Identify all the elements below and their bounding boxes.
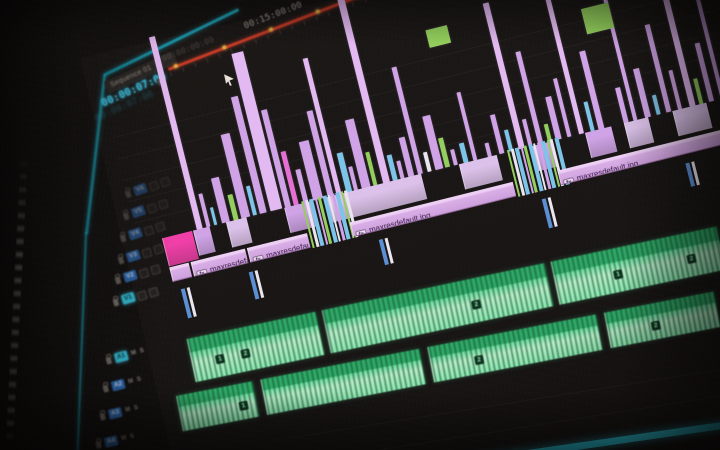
track-header-a4[interactable]: A4 M S [95,432,136,450]
track-solo-button[interactable]: S [136,376,142,384]
audio-clip-badge: 2 [686,253,697,265]
track-header-a2[interactable]: A2 M S [102,374,143,395]
track-sync-lock-icon[interactable] [157,198,169,210]
track-sync-lock-icon[interactable] [147,286,159,298]
track-lock-icon[interactable] [102,384,109,393]
track-solo-button[interactable]: S [139,347,145,355]
track-mute-button[interactable]: M [130,349,138,357]
track-select-badge[interactable]: V2 [122,269,139,283]
track-lock-icon[interactable] [119,234,127,243]
track-mute-button[interactable]: M [124,406,131,414]
audio-clip-badge: 1 [612,269,624,280]
track-lock-icon[interactable] [114,276,122,285]
track-select-badge[interactable]: A3 [107,406,123,420]
track-select-badge[interactable]: V4 [127,226,144,241]
track-lock-icon[interactable] [95,440,103,449]
audio-clip-badge: 2 [471,299,482,310]
audio-clip-badge: 2 [240,348,251,360]
panel-left-border-lower [76,232,87,450]
track-output-toggle-icon[interactable] [136,289,148,301]
track-select-badge[interactable]: V1 [120,291,136,305]
audio-clip-badge: 2 [473,354,485,366]
track-solo-button[interactable]: S [130,433,136,441]
track-sync-lock-icon[interactable] [152,243,164,255]
track-select-badge[interactable]: A1 [113,350,129,364]
track-output-toggle-icon[interactable] [143,224,155,236]
track-output-toggle-icon[interactable] [148,179,160,192]
track-lock-icon[interactable] [112,298,120,307]
track-mute-button[interactable]: M [127,378,134,386]
track-output-toggle-icon[interactable] [140,246,153,259]
track-lock-icon[interactable] [124,190,132,199]
track-solo-button[interactable]: S [133,404,139,412]
track-lock-icon[interactable] [99,412,106,421]
ruler-tick [363,0,367,2]
track-output-toggle-icon[interactable] [138,267,150,279]
audio-clip-badge: 2 [650,320,662,331]
track-lock-icon[interactable] [117,256,125,265]
track-header-a1[interactable]: A1 M S [105,346,146,368]
track-select-badge[interactable]: A4 [104,435,120,448]
audio-clip-badge: 1 [238,400,249,412]
track-lock-icon[interactable] [105,356,113,365]
track-mute-button[interactable]: M [121,435,128,443]
track-output-toggle-icon[interactable] [145,202,158,214]
audio-clip-badge: 1 [214,353,226,365]
track-select-badge[interactable]: A2 [110,378,126,392]
track-header-a3[interactable]: A3 M S [99,403,140,424]
background-panel-list [5,147,29,449]
